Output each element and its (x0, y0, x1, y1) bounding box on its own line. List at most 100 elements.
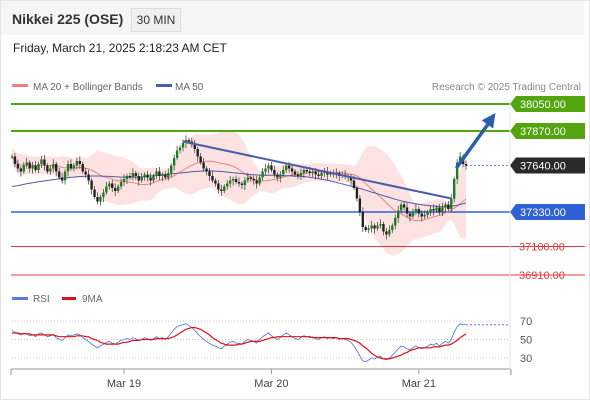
candle (455, 159, 459, 184)
candle (167, 168, 170, 181)
candle (240, 181, 244, 190)
candle-body (78, 161, 82, 164)
level-label-2: 37640.00 (510, 157, 585, 174)
candle-body (175, 150, 179, 158)
candle (131, 168, 135, 181)
candle (75, 157, 79, 170)
candle-body (34, 165, 37, 170)
candle (423, 210, 426, 219)
rsi-tick-50: 50 (520, 335, 532, 347)
candle (84, 168, 87, 178)
candle-body (299, 173, 303, 176)
candle (208, 168, 211, 181)
level-label-1: 37870.00 (510, 123, 585, 139)
candle-body (290, 168, 294, 172)
candle-body (417, 209, 421, 214)
candle (464, 160, 468, 170)
candle (349, 174, 353, 186)
candle-body (96, 197, 99, 202)
candle-body (444, 204, 447, 208)
candle-body (458, 156, 462, 163)
candle-body (453, 179, 456, 199)
candle-body (119, 182, 123, 187)
rsi-tick-70: 70 (520, 316, 532, 328)
candle (113, 183, 117, 196)
candle-body (211, 176, 214, 181)
candle (46, 163, 49, 174)
candle (273, 165, 276, 178)
candle-body (55, 164, 58, 172)
candle-body (296, 174, 300, 176)
level-label-text: 36910.00 (519, 270, 565, 282)
candle-body (99, 197, 102, 202)
candle (432, 204, 435, 216)
candle (414, 204, 418, 216)
candle-body (226, 183, 229, 187)
candle (402, 201, 406, 211)
candle-body (37, 164, 40, 170)
candle-body (122, 179, 126, 182)
candle (441, 202, 444, 217)
credit-text: Research © 2025 Trading Central (432, 82, 581, 93)
candle-body (246, 177, 250, 181)
candle-body (228, 180, 232, 184)
candle (246, 172, 250, 183)
ma20-legend-swatch (12, 84, 28, 87)
candle-body (349, 177, 353, 181)
candle (299, 168, 303, 181)
forecast-arrow-shaft (455, 116, 495, 169)
candle-body (267, 165, 270, 169)
candle (175, 145, 179, 161)
candle (161, 172, 164, 181)
candle-body (450, 198, 453, 209)
candle-body (258, 177, 261, 184)
candle-body (81, 164, 84, 172)
candle (396, 205, 400, 223)
candle-body (231, 179, 235, 181)
level-label-3: 37330.00 (510, 204, 585, 220)
candle-body (305, 170, 309, 172)
rsi-legend-swatch (12, 297, 28, 300)
candle (205, 166, 208, 176)
candle-body (414, 209, 418, 212)
level-label-text: 37330.00 (520, 207, 566, 219)
candle (453, 176, 456, 203)
candle (382, 221, 385, 236)
candle-body (317, 174, 320, 176)
interval-button[interactable]: 30 MIN (131, 8, 181, 32)
candle-body (108, 183, 111, 187)
candle-body (169, 165, 173, 173)
candle-body (314, 171, 317, 175)
candle (234, 175, 238, 185)
candle (220, 184, 223, 196)
candle (149, 172, 152, 186)
candle-body (234, 179, 238, 182)
ma20-line (11, 156, 467, 222)
candle-body (143, 174, 146, 178)
candle-body (214, 180, 217, 184)
candle (231, 176, 235, 186)
candle-body (273, 170, 276, 175)
candle-body (167, 173, 170, 178)
candle-body (28, 162, 31, 169)
candle-body (116, 186, 120, 191)
candle (140, 172, 143, 183)
candle-body (438, 207, 441, 212)
candle-body (367, 228, 370, 230)
candle (364, 224, 367, 233)
candle (172, 154, 176, 171)
x-tick-label: Mar 20 (254, 378, 288, 390)
candle (22, 162, 25, 174)
candle (155, 168, 158, 180)
candle (320, 170, 323, 180)
candle (57, 168, 61, 180)
candle (28, 160, 31, 173)
candle-body (152, 176, 155, 181)
candle (296, 171, 300, 180)
candle-body (172, 158, 176, 166)
candle (134, 170, 138, 181)
candle (52, 159, 55, 173)
candle (358, 195, 362, 217)
candle (385, 228, 388, 240)
candle (152, 173, 155, 183)
